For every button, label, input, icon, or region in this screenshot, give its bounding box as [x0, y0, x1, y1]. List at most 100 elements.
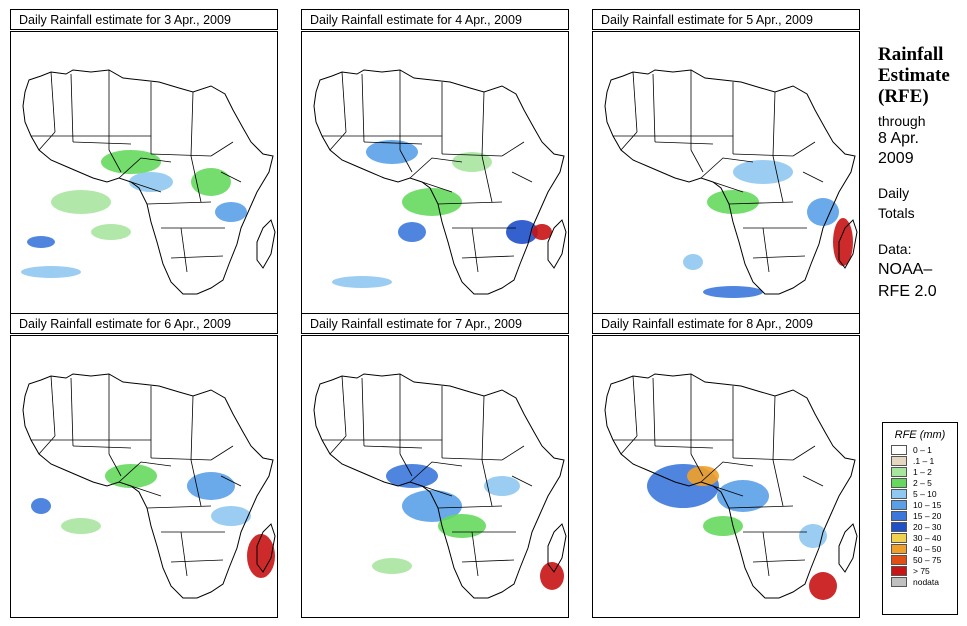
country-border [772, 155, 784, 203]
legend-swatch [891, 544, 907, 554]
legend-label: 40 – 50 [913, 544, 942, 554]
rainfall-map [10, 31, 278, 314]
country-border [341, 71, 347, 133]
legend-item: 10 – 15 [891, 500, 957, 511]
madagascar-coastline [256, 523, 276, 573]
country-border [471, 227, 479, 273]
africa-coastline [313, 373, 565, 599]
country-border [72, 141, 132, 145]
legend-label: 20 – 30 [913, 522, 942, 532]
africa-coastline [22, 69, 274, 295]
map-panel-3-apr: Daily Rainfall estimate for 3 Apr., 2009 [10, 9, 280, 314]
country-border [341, 375, 347, 437]
legend-item: 15 – 20 [891, 511, 957, 522]
legend-swatch [891, 577, 907, 587]
country-border [409, 461, 463, 483]
country-border [70, 377, 74, 447]
caption-title-line3: (RFE) [878, 86, 929, 107]
country-border [220, 171, 242, 183]
country-border [481, 459, 493, 507]
country-border [501, 141, 525, 157]
legend-swatch [891, 456, 907, 466]
rainfall-area [101, 150, 161, 174]
rainfall-area [372, 558, 412, 574]
country-border [399, 149, 413, 173]
rainfall-area [402, 490, 462, 522]
rainfall-area [215, 202, 247, 222]
country-border [170, 559, 224, 563]
country-border [632, 71, 638, 133]
legend-item: 1 – 2 [891, 467, 957, 478]
rainfall-area [733, 160, 793, 184]
country-border [481, 395, 485, 461]
rainfall-area [807, 198, 839, 226]
country-border [772, 395, 776, 461]
country-border [38, 435, 56, 455]
map-panel-5-apr: Daily Rainfall estimate for 5 Apr., 2009 [592, 9, 862, 314]
legend-swatch [891, 478, 907, 488]
legend-label: 1 – 2 [913, 467, 932, 477]
legend-item: 30 – 40 [891, 533, 957, 544]
country-border [361, 377, 365, 447]
country-border [130, 485, 162, 497]
legend-swatch [891, 511, 907, 521]
country-border [150, 153, 212, 157]
legend-swatch [891, 445, 907, 455]
legend-item: 20 – 30 [891, 522, 957, 533]
caption-data-2: NOAA– [878, 261, 933, 278]
country-border [190, 155, 202, 203]
rainfall-area [61, 518, 101, 534]
country-border [752, 255, 806, 259]
country-border [118, 157, 172, 179]
legend-item: 2 – 5 [891, 478, 957, 489]
legend-label: 5 – 10 [913, 489, 937, 499]
country-border [108, 149, 122, 173]
country-border [399, 453, 413, 477]
rainfall-area [21, 266, 81, 278]
madagascar-coastline [547, 523, 567, 573]
country-border [501, 445, 525, 461]
map-panel-8-apr: Daily Rainfall estimate for 8 Apr., 2009 [592, 313, 862, 618]
rainfall-map [301, 31, 569, 314]
rainfall-area [703, 286, 763, 298]
country-border [461, 559, 515, 563]
country-border [437, 505, 503, 509]
rainfall-map [592, 31, 860, 314]
rainfall-map [10, 335, 278, 618]
rainfall-area [247, 534, 275, 578]
country-border [728, 201, 794, 205]
caption-date-1: 8 Apr. [878, 130, 919, 147]
rainfall-area [91, 224, 131, 240]
country-border [712, 181, 744, 193]
country-border [361, 73, 365, 143]
country-border [421, 181, 453, 193]
map-panel-6-apr: Daily Rainfall estimate for 6 Apr., 2009 [10, 313, 280, 618]
country-border [752, 559, 806, 563]
country-border [652, 73, 656, 143]
country-border [421, 485, 453, 497]
country-border [50, 71, 56, 133]
rainfall-area [211, 506, 251, 526]
legend-label: 10 – 15 [913, 500, 942, 510]
country-border [210, 445, 234, 461]
rainfall-area [402, 188, 462, 216]
country-border [481, 91, 485, 157]
legend-item: 40 – 50 [891, 544, 957, 555]
africa-coastline [313, 69, 565, 295]
rainfall-area [27, 236, 55, 248]
legend-item: 50 – 75 [891, 555, 957, 566]
rainfall-area [31, 498, 51, 514]
panel-title: Daily Rainfall estimate for 7 Apr., 2009 [301, 313, 569, 334]
legend-item: .1 – 1 [891, 456, 957, 467]
legend-item: 5 – 10 [891, 489, 957, 500]
legend-swatch [891, 533, 907, 543]
panel-title: Daily Rainfall estimate for 8 Apr., 2009 [592, 313, 860, 334]
panel-title: Daily Rainfall estimate for 5 Apr., 2009 [592, 9, 860, 30]
country-border [220, 475, 242, 487]
rainfall-area [809, 572, 837, 600]
legend-swatch [891, 555, 907, 565]
country-border [772, 91, 776, 157]
legend-label: 2 – 5 [913, 478, 932, 488]
country-border [363, 141, 423, 145]
country-border [441, 153, 503, 157]
